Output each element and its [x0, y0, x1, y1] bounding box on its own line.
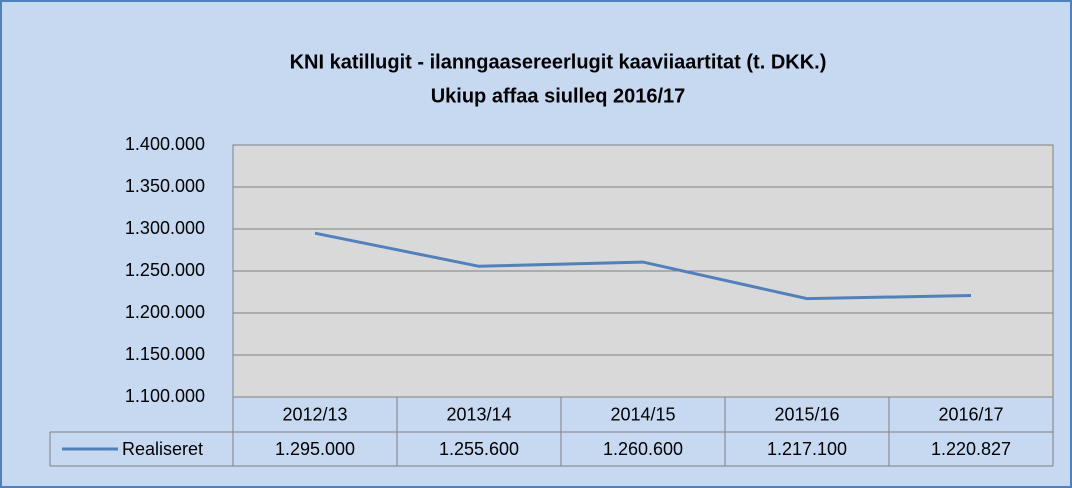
x-tick-label: 2015/16	[774, 404, 839, 424]
y-tick-label: 1.250.000	[125, 260, 205, 280]
chart-subtitle: Ukiup affaa siulleq 2016/17	[431, 85, 686, 107]
y-tick-label: 1.150.000	[125, 344, 205, 364]
y-tick-label: 1.200.000	[125, 302, 205, 322]
x-tick-label: 2016/17	[938, 404, 1003, 424]
chart-title: KNI katillugit - ilanngaasereerlugit kaa…	[290, 51, 827, 73]
data-table-value: 1.295.000	[275, 439, 355, 459]
data-table-value: 1.217.100	[767, 439, 847, 459]
legend-label: Realiseret	[122, 439, 203, 459]
data-table-value: 1.255.600	[439, 439, 519, 459]
y-tick-label: 1.300.000	[125, 218, 205, 238]
series-line	[314, 231, 972, 301]
y-tick-label: 1.400.000	[125, 134, 205, 154]
y-tick-label: 1.100.000	[125, 386, 205, 406]
data-table-value: 1.260.600	[603, 439, 683, 459]
x-tick-label: 2014/15	[610, 404, 675, 424]
y-tick-label: 1.350.000	[125, 176, 205, 196]
data-table-value: 1.220.827	[931, 439, 1011, 459]
x-tick-label: 2012/13	[282, 404, 347, 424]
x-tick-label: 2013/14	[446, 404, 511, 424]
